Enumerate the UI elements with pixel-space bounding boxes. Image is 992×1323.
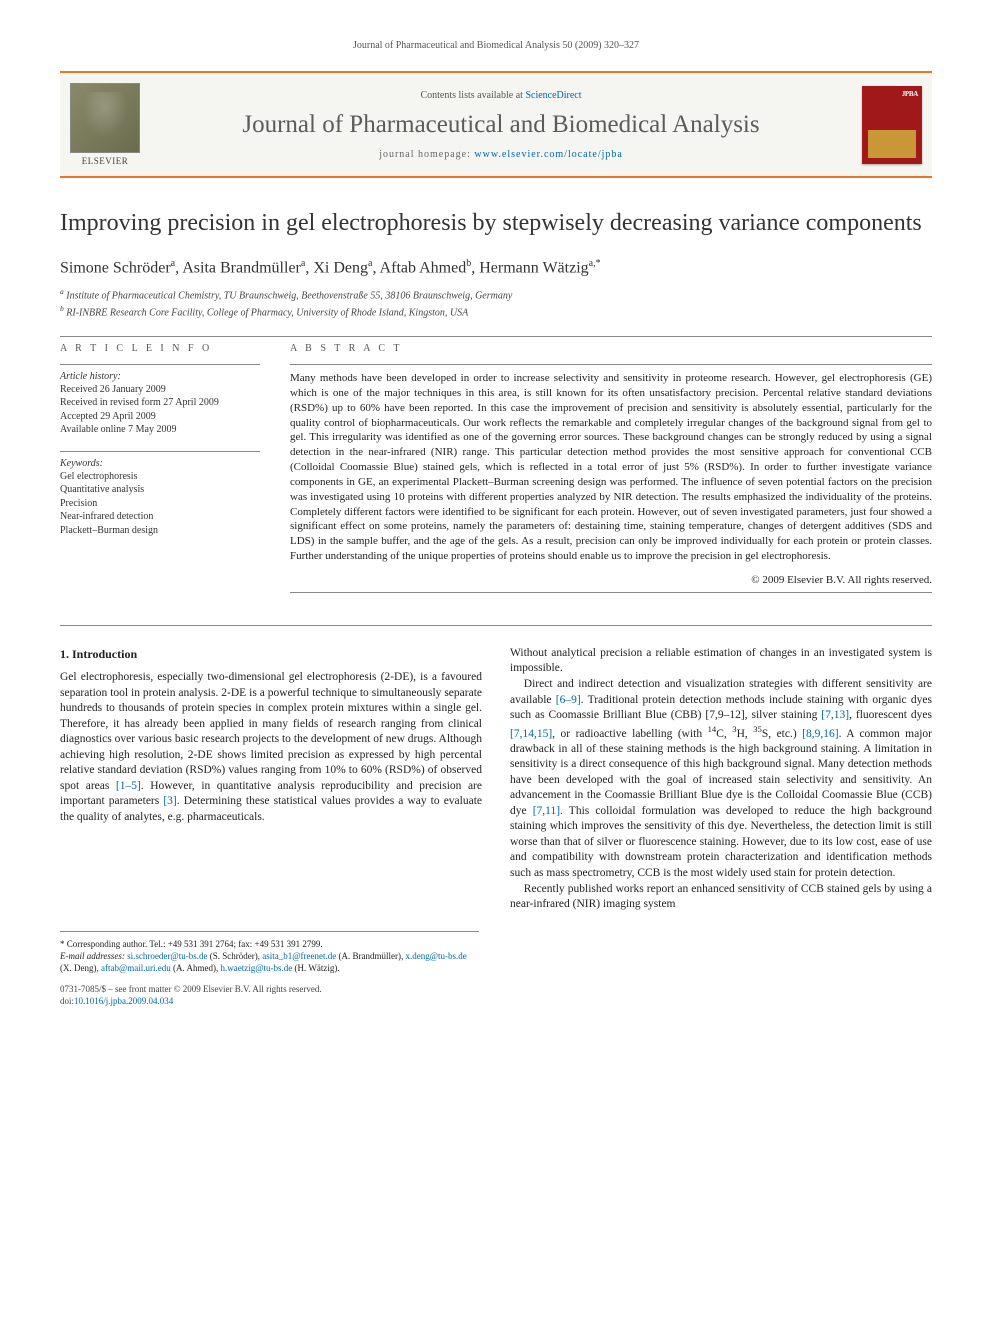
history-line: Received 26 January 2009	[60, 383, 260, 397]
citation-link[interactable]: [3]	[163, 795, 176, 807]
keywords-label: Keywords:	[60, 458, 260, 469]
history-label: Article history:	[60, 371, 260, 382]
journal-title: Journal of Pharmaceutical and Biomedical…	[160, 111, 842, 139]
affiliation-line: b RI-INBRE Research Core Facility, Colle…	[60, 304, 932, 320]
divider	[60, 336, 932, 337]
keyword-line: Near-infrared detection	[60, 510, 260, 524]
article-info-heading: a r t i c l e i n f o	[60, 343, 260, 354]
publisher-label: ELSEVIER	[82, 156, 129, 166]
footnotes: * Corresponding author. Tel.: +49 531 39…	[60, 931, 479, 974]
running-header: Journal of Pharmaceutical and Biomedical…	[60, 40, 932, 51]
homepage-link[interactable]: www.elsevier.com/locate/jpba	[474, 149, 622, 160]
body-columns: 1. Introduction Gel electrophoresis, esp…	[60, 646, 932, 913]
authors-line: Simone Schrödera, Asita Brandmüllera, Xi…	[60, 258, 932, 277]
citation-link[interactable]: [7,13]	[821, 709, 849, 721]
contents-prefix: Contents lists available at	[420, 90, 525, 101]
issn-line: 0731-7085/$ – see front matter © 2009 El…	[60, 984, 932, 996]
email-link[interactable]: asita_b1@freenet.de	[262, 951, 336, 961]
masthead: ELSEVIER Contents lists available at Sci…	[60, 71, 932, 178]
affiliation-line: a Institute of Pharmaceutical Chemistry,…	[60, 287, 932, 303]
front-matter-meta: 0731-7085/$ – see front matter © 2009 El…	[60, 984, 932, 1007]
section-heading-intro: 1. Introduction	[60, 646, 482, 662]
journal-cover-thumbnail	[862, 86, 922, 164]
history-line: Accepted 29 April 2009	[60, 410, 260, 424]
divider	[60, 451, 260, 452]
email-link[interactable]: aftab@mail.uri.edu	[101, 963, 171, 973]
body-paragraph: Direct and indirect detection and visual…	[510, 677, 932, 882]
citation-link[interactable]: [6–9]	[556, 694, 581, 706]
divider	[60, 625, 932, 626]
history-line: Available online 7 May 2009	[60, 423, 260, 437]
divider	[290, 592, 932, 593]
citation-link[interactable]: [8,9,16]	[802, 727, 838, 739]
history-line: Received in revised form 27 April 2009	[60, 396, 260, 410]
publisher-block: ELSEVIER	[60, 83, 150, 166]
email-addresses: E-mail addresses: si.schroeder@tu-bs.de …	[60, 950, 479, 974]
email-link[interactable]: h.waetzig@tu-bs.de	[221, 963, 293, 973]
keyword-line: Gel electrophoresis	[60, 470, 260, 484]
divider	[60, 364, 260, 365]
keyword-line: Plackett–Burman design	[60, 524, 260, 538]
email-link[interactable]: si.schroeder@tu-bs.de	[127, 951, 207, 961]
citation-link[interactable]: [7,14,15]	[510, 727, 552, 739]
homepage-prefix: journal homepage:	[379, 149, 474, 160]
contents-available: Contents lists available at ScienceDirec…	[160, 90, 842, 101]
doi-link[interactable]: 10.1016/j.jpba.2009.04.034	[74, 996, 173, 1006]
body-paragraph: Without analytical precision a reliable …	[510, 646, 932, 677]
affiliations: a Institute of Pharmaceutical Chemistry,…	[60, 287, 932, 320]
abstract-text: Many methods have been developed in orde…	[290, 371, 932, 564]
elsevier-logo	[70, 83, 140, 153]
sciencedirect-link[interactable]: ScienceDirect	[525, 90, 581, 101]
keyword-line: Quantitative analysis	[60, 483, 260, 497]
body-paragraph: Gel electrophoresis, especially two-dime…	[60, 670, 482, 825]
body-paragraph: Recently published works report an enhan…	[510, 882, 932, 913]
abstract-copyright: © 2009 Elsevier B.V. All rights reserved…	[290, 574, 932, 586]
corresponding-author: * Corresponding author. Tel.: +49 531 39…	[60, 938, 479, 950]
journal-homepage: journal homepage: www.elsevier.com/locat…	[160, 149, 842, 160]
citation-link[interactable]: [7,11]	[533, 805, 560, 817]
doi-prefix: doi:	[60, 996, 74, 1006]
citation-link[interactable]: [1–5]	[116, 780, 141, 792]
email-link[interactable]: x.deng@tu-bs.de	[405, 951, 466, 961]
article-title: Improving precision in gel electrophores…	[60, 208, 932, 238]
abstract-heading: a b s t r a c t	[290, 343, 932, 354]
abstract-panel: a b s t r a c t Many methods have been d…	[290, 343, 932, 599]
divider	[290, 364, 932, 365]
keyword-line: Precision	[60, 497, 260, 511]
article-info-panel: a r t i c l e i n f o Article history: R…	[60, 343, 260, 599]
